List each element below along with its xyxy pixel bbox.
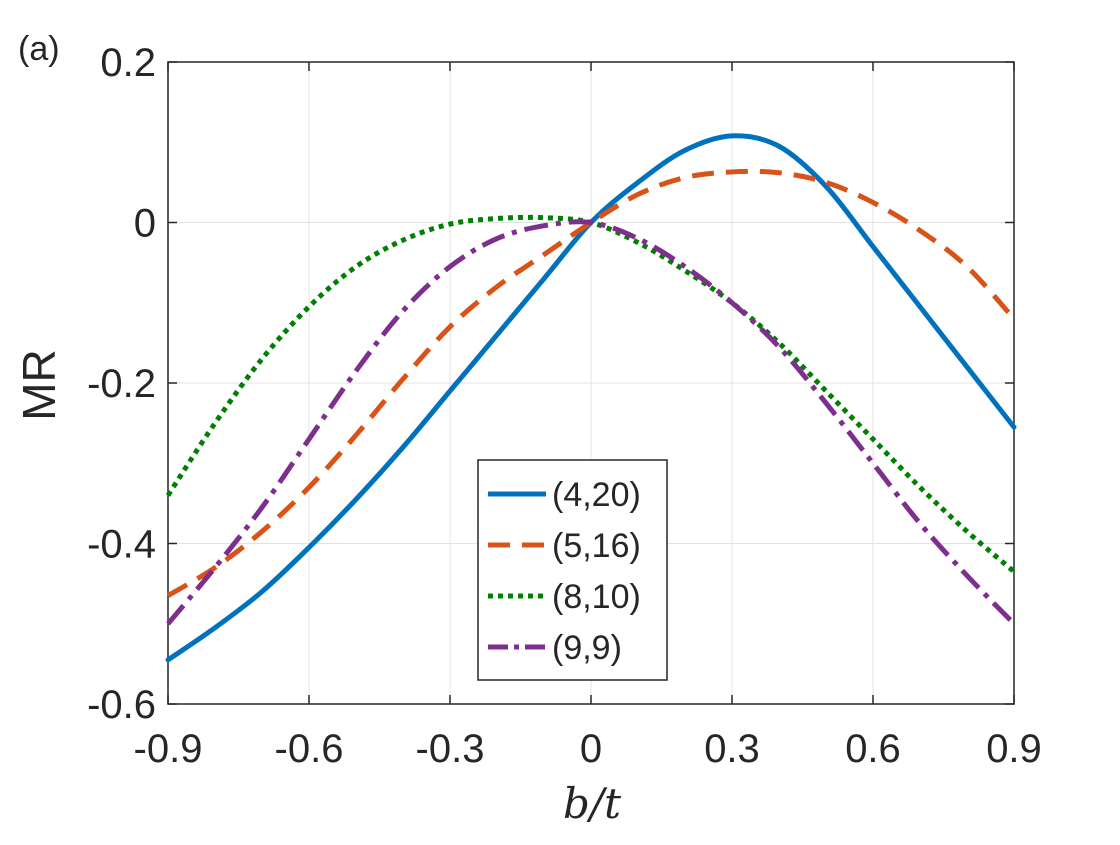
y-axis-label: MR [13,349,65,421]
y-tick-label: -0.4 [87,523,156,567]
legend-label-1: (5,16) [552,527,641,565]
x-tick-label: -0.3 [416,727,485,771]
legend-label-0: (4,20) [552,476,641,514]
legend-label-3: (9,9) [552,629,622,667]
x-tick-label: -0.6 [275,727,344,771]
x-tick-label: 0.6 [845,727,901,771]
x-tick-label: 0 [580,727,602,771]
legend-label-2: (8,10) [552,578,641,616]
x-tick-label: 0.9 [986,727,1042,771]
y-tick-label: -0.2 [87,362,156,406]
legend-box [477,459,668,681]
y-tick-label: -0.6 [87,683,156,727]
x-tick-label: 0.3 [704,727,760,771]
axis-ticks: -0.9 -0.6 -0.3 0 0.3 0.6 0.90.20-0.2-0.4-0.6 [87,41,1042,771]
y-tick-label: 0 [134,202,156,246]
series-line-3 [166,219,1016,626]
series-group [165,133,1017,663]
y-tick-label: 0.2 [100,41,156,85]
x-tick-label: -0.9 [134,727,203,771]
legend: (4,20) (5,16) (8,10) (9,9) [477,459,668,681]
x-axis-label: b/t [563,779,621,828]
panel-label: (a) [18,30,60,68]
